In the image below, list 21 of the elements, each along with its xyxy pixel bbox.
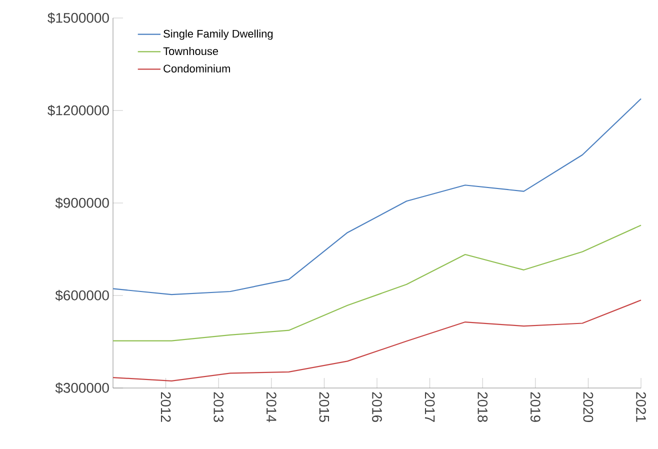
y-tick-label: $600000 bbox=[55, 290, 109, 302]
y-tick-label: $1200000 bbox=[48, 104, 109, 116]
x-tick-label: 2020 bbox=[583, 392, 594, 422]
x-tick-label: 2016 bbox=[372, 392, 382, 422]
y-tick-label: $1500000 bbox=[48, 12, 109, 24]
x-tick-label: 2018 bbox=[478, 392, 488, 422]
line-series bbox=[112, 98, 642, 296]
line-series bbox=[112, 300, 642, 382]
y-tick-label: $300000 bbox=[55, 382, 109, 394]
x-tick-label: 2012 bbox=[160, 392, 171, 422]
y-tick-label: $900000 bbox=[55, 197, 109, 209]
legend-label: Townhouse bbox=[163, 47, 218, 56]
legend-label: Condominium bbox=[164, 64, 230, 72]
x-tick-label: 2013 bbox=[214, 392, 224, 422]
x-tick-label: 2015 bbox=[319, 392, 330, 422]
legend-label: Single Family Dwelling bbox=[164, 30, 273, 40]
x-tick-label: 2019 bbox=[530, 392, 540, 422]
line-series bbox=[112, 224, 642, 342]
x-tick-label: 2017 bbox=[424, 392, 435, 422]
x-tick-label: 2021 bbox=[636, 392, 646, 422]
x-tick-label: 2014 bbox=[266, 392, 276, 422]
